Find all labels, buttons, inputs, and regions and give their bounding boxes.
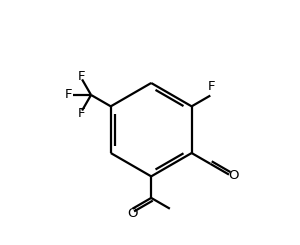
Text: O: O bbox=[127, 207, 137, 220]
Text: F: F bbox=[64, 88, 72, 101]
Text: F: F bbox=[78, 107, 85, 120]
Text: F: F bbox=[78, 70, 85, 83]
Text: F: F bbox=[207, 80, 215, 93]
Text: O: O bbox=[228, 169, 238, 182]
